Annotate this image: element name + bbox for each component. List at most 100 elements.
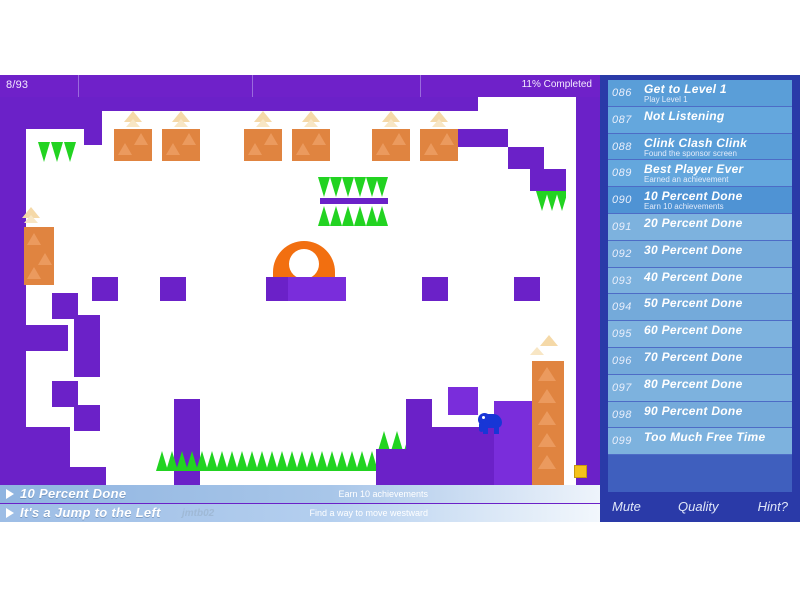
achievement-row[interactable]: 089 Best Player Ever Earned an achievement bbox=[608, 160, 792, 188]
achievement-number: 090 bbox=[612, 194, 632, 207]
block-float bbox=[92, 277, 118, 301]
block-float bbox=[514, 277, 540, 301]
crate-cap-inner bbox=[530, 347, 544, 355]
hud-divider bbox=[252, 75, 253, 97]
notification-row[interactable]: It's a Jump to the Left jmtb02 Find a wa… bbox=[0, 504, 600, 522]
crate-cap bbox=[430, 111, 448, 122]
achievement-row[interactable]: 095 60 Percent Done bbox=[608, 321, 792, 348]
quality-button[interactable]: Quality bbox=[678, 499, 719, 514]
achievement-desc: Earned an achievement bbox=[644, 175, 729, 185]
wall-right bbox=[576, 97, 590, 499]
game-stage[interactable]: 8/93 11% Completed bbox=[0, 75, 600, 522]
completion-percent: 11% Completed bbox=[521, 79, 592, 90]
block-float bbox=[422, 277, 448, 301]
crate-cap bbox=[382, 111, 400, 122]
crate-cap-inner bbox=[126, 119, 140, 127]
stair-left-5 bbox=[74, 405, 100, 431]
stair-left-2 bbox=[52, 293, 78, 319]
achievement-row[interactable]: 093 40 Percent Done bbox=[608, 267, 792, 295]
stair-left-1 bbox=[26, 325, 68, 351]
crate-cap-inner bbox=[24, 215, 38, 223]
achievement-number: 086 bbox=[612, 87, 632, 99]
crate-cap-inner bbox=[304, 119, 318, 127]
hud-divider bbox=[78, 75, 79, 97]
wall-orange-right bbox=[532, 361, 564, 485]
achievement-desc: Found the sponsor screen bbox=[644, 148, 737, 158]
achievement-row[interactable]: 096 70 Percent Done bbox=[608, 347, 792, 375]
stair-right-2 bbox=[494, 401, 534, 485]
sidebar-footer: Mute Quality Hint? bbox=[600, 492, 800, 522]
spikes-down-mid bbox=[318, 177, 388, 199]
achievement-number: 091 bbox=[612, 220, 632, 233]
achievement-title: 80 Percent Done bbox=[644, 376, 743, 391]
notification-row[interactable]: 10 Percent Done Earn 10 achievements bbox=[0, 485, 600, 503]
achievement-number: 094 bbox=[612, 301, 632, 314]
crate-hanging bbox=[162, 129, 200, 161]
achievements-sidebar: 086 Get to Level 1 Play Level 1 087 Not List… bbox=[600, 75, 800, 522]
achievement-number: 097 bbox=[612, 381, 632, 394]
achievement-row[interactable]: 092 30 Percent Done bbox=[608, 240, 792, 268]
gold-coin-icon bbox=[574, 465, 587, 478]
spikes-down-topleft bbox=[38, 142, 80, 164]
achievement-desc: Earn 10 achievements bbox=[644, 202, 724, 212]
crate-hanging bbox=[372, 129, 410, 161]
achievement-title: 50 Percent Done bbox=[644, 296, 743, 311]
page-background-bottom bbox=[0, 522, 800, 600]
achievement-title: Best Player Ever bbox=[644, 162, 744, 177]
achievement-row[interactable]: 098 90 Percent Done bbox=[608, 401, 792, 429]
crate-cap-inner bbox=[256, 119, 270, 127]
wall-top bbox=[8, 97, 478, 111]
achievement-title: 20 Percent Done bbox=[644, 215, 743, 230]
hud-bar: 8/93 11% Completed bbox=[0, 75, 600, 97]
crate-hanging bbox=[114, 129, 152, 161]
achievement-title: Get to Level 1 bbox=[644, 82, 727, 96]
achievement-number: 098 bbox=[612, 408, 632, 421]
achievement-row[interactable]: 099 Too Much Free Time bbox=[608, 428, 792, 456]
notification-desc: Find a way to move westward bbox=[309, 508, 428, 518]
stair-right-1 bbox=[432, 427, 498, 485]
hint-button[interactable]: Hint? bbox=[757, 499, 788, 514]
stair-step-3 bbox=[530, 169, 566, 191]
spikes-pit bbox=[156, 449, 386, 471]
portal-arch-icon bbox=[273, 241, 335, 279]
achievement-list[interactable]: 086 Get to Level 1 Play Level 1 087 Not List… bbox=[608, 80, 792, 520]
ledge-topleft bbox=[26, 111, 102, 129]
crate-floating-left bbox=[24, 227, 54, 285]
achievement-number: 093 bbox=[612, 274, 632, 287]
wall-left bbox=[8, 97, 26, 499]
crate-cap bbox=[124, 111, 142, 122]
crate-cap-inner bbox=[384, 119, 398, 127]
achievement-title: 60 Percent Done bbox=[644, 323, 743, 338]
triangle-right-icon bbox=[6, 489, 14, 499]
stair-left-3 bbox=[74, 315, 100, 377]
achievement-number: 095 bbox=[612, 328, 632, 341]
triangle-right-icon bbox=[6, 508, 14, 518]
achievement-row[interactable]: 086 Get to Level 1 Play Level 1 bbox=[608, 80, 792, 107]
notification-stack: 10 Percent Done Earn 10 achievements It'… bbox=[0, 485, 600, 522]
crate-hanging bbox=[292, 129, 330, 161]
ledge-topleft-drop bbox=[84, 111, 102, 145]
achievement-row[interactable]: 091 20 Percent Done bbox=[608, 213, 792, 241]
achievement-title: Too Much Free Time bbox=[644, 430, 766, 445]
notification-title: It's a Jump to the Left bbox=[20, 505, 161, 520]
play-field[interactable] bbox=[8, 97, 590, 499]
achievement-desc: Play Level 1 bbox=[644, 95, 688, 104]
mute-button[interactable]: Mute bbox=[612, 499, 641, 514]
achievement-row[interactable]: 088 Clink Clash Clink Found the sponsor sc… bbox=[608, 133, 792, 161]
spikes-up-mid bbox=[318, 204, 388, 226]
crate-cap bbox=[172, 111, 190, 122]
stair-left-6 bbox=[26, 427, 70, 485]
achievement-row[interactable]: 097 80 Percent Done bbox=[608, 374, 792, 402]
block-float bbox=[160, 277, 186, 301]
crate-hanging bbox=[244, 129, 282, 161]
achievement-row[interactable]: 094 50 Percent Done bbox=[608, 294, 792, 322]
notification-watermark: jmtb02 bbox=[182, 508, 215, 519]
achievement-title: 40 Percent Done bbox=[644, 269, 743, 284]
achievement-row[interactable]: 087 Not Listening bbox=[608, 106, 792, 134]
achievement-row[interactable]: 090 10 Percent Done Earn 10 achievements bbox=[608, 187, 792, 214]
spike-bar bbox=[320, 198, 388, 204]
crate-cap bbox=[22, 207, 40, 218]
pit-wall-right bbox=[406, 399, 432, 485]
crate-cap-inner bbox=[174, 119, 188, 127]
achievement-number: 089 bbox=[612, 167, 632, 180]
